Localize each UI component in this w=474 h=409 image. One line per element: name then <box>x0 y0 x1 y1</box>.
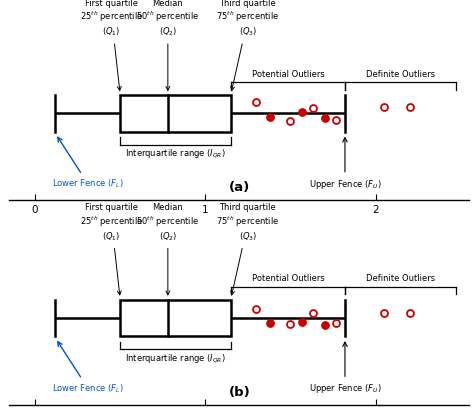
Text: Lower Fence $(F_L)$: Lower Fence $(F_L)$ <box>52 342 124 395</box>
Text: Upper Fence $(F_U)$: Upper Fence $(F_U)$ <box>309 342 382 395</box>
Text: (a): (a) <box>229 181 250 194</box>
Text: Upper Fence $(F_U)$: Upper Fence $(F_U)$ <box>309 137 382 191</box>
Text: Definite Outliers: Definite Outliers <box>366 70 435 79</box>
Bar <box>120 300 231 336</box>
Text: Interquartile range $(I_{QR})$: Interquartile range $(I_{QR})$ <box>125 352 226 364</box>
Text: Definite Outliers: Definite Outliers <box>366 274 435 283</box>
Text: Third quartile
$75^{th}$ percentile
$(Q_3)$: Third quartile $75^{th}$ percentile $(Q_… <box>216 0 280 90</box>
Text: Interquartile range $(I_{QR})$: Interquartile range $(I_{QR})$ <box>125 147 226 160</box>
Text: Potential Outliers: Potential Outliers <box>252 70 324 79</box>
Text: Median
$50^{th}$ percentile
$(Q_2)$: Median $50^{th}$ percentile $(Q_2)$ <box>136 0 200 90</box>
Text: Median
$50^{th}$ percentile
$(Q_2)$: Median $50^{th}$ percentile $(Q_2)$ <box>136 203 200 295</box>
Text: Potential Outliers: Potential Outliers <box>252 274 324 283</box>
Bar <box>120 95 231 132</box>
Text: First quartile
$25^{th}$ percentile
$(Q_1)$: First quartile $25^{th}$ percentile $(Q_… <box>80 0 143 90</box>
Text: Third quartile
$75^{th}$ percentile
$(Q_3)$: Third quartile $75^{th}$ percentile $(Q_… <box>216 203 280 295</box>
Text: Lower Fence $(F_L)$: Lower Fence $(F_L)$ <box>52 137 124 190</box>
Text: (b): (b) <box>228 386 250 398</box>
Text: First quartile
$25^{th}$ percentile
$(Q_1)$: First quartile $25^{th}$ percentile $(Q_… <box>80 203 143 295</box>
